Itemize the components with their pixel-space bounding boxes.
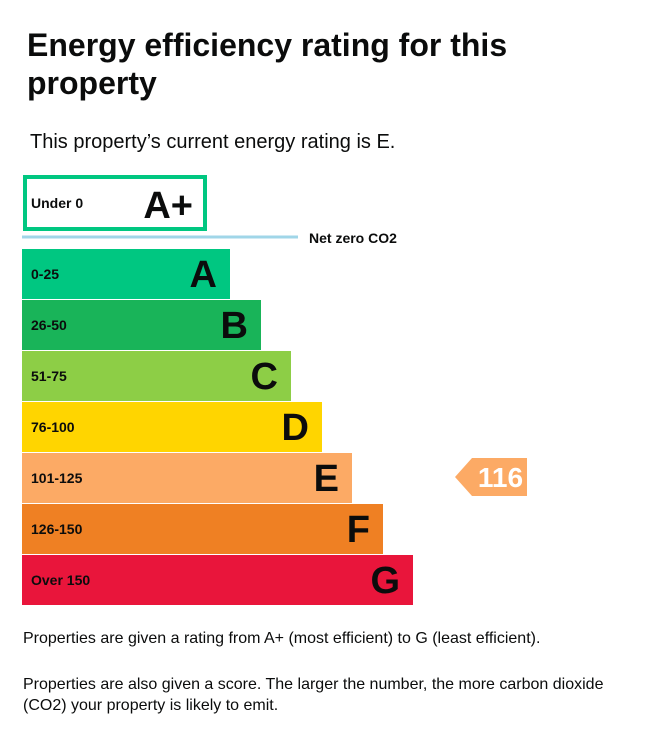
rating-bar-letter: B	[221, 305, 248, 347]
current-rating-text: This property’s current energy rating is…	[30, 131, 396, 153]
current-score-pointer: 116	[455, 458, 527, 496]
current-score-marker	[455, 458, 527, 496]
rating-bar-range-label: 101-125	[31, 470, 83, 486]
rating-bar-b	[22, 300, 261, 350]
rating-bar-letter: A	[190, 254, 217, 296]
top-band-letter: A+	[143, 185, 193, 227]
rating-bands: 0-25 A 26-50 B 51-75 C 76-100 D 101-125 E 126-150 F…	[22, 249, 413, 605]
rating-bar-e	[22, 453, 352, 503]
rating-bar-letter: E	[314, 458, 339, 500]
rating-bar-c	[22, 351, 291, 401]
page-title: Energy efficiency rating for this proper…	[27, 27, 508, 101]
top-band-range-label: Under 0	[31, 195, 83, 211]
rating-bar-letter: G	[370, 560, 400, 602]
net-zero-label: Net zero CO2	[309, 230, 397, 246]
score-explanation: Properties are also given a score. The l…	[23, 676, 604, 714]
net-zero-marker: Net zero CO2	[22, 230, 397, 246]
rating-bar-range-label: Over 150	[31, 572, 90, 588]
rating-bar-range-label: 0-25	[31, 266, 59, 282]
rating-bar-range-label: 126-150	[31, 521, 83, 537]
rating-bar-range-label: 76-100	[31, 419, 75, 435]
rating-bar-range-label: 26-50	[31, 317, 67, 333]
rating-bar-g	[22, 555, 413, 605]
rating-bar-range-label: 51-75	[31, 368, 67, 384]
rating-bar-a	[22, 249, 230, 299]
top-band: Under 0 A+	[23, 175, 207, 231]
top-band-box	[23, 175, 207, 231]
rating-bar-f	[22, 504, 383, 554]
rating-bar-d	[22, 402, 322, 452]
rating-bar-letter: C	[251, 356, 278, 398]
rating-bar-letter: D	[282, 407, 309, 449]
rating-bar-letter: F	[347, 509, 370, 551]
current-score-value: 116	[478, 462, 523, 493]
rating-explanation: Properties are given a rating from A+ (m…	[23, 630, 541, 647]
